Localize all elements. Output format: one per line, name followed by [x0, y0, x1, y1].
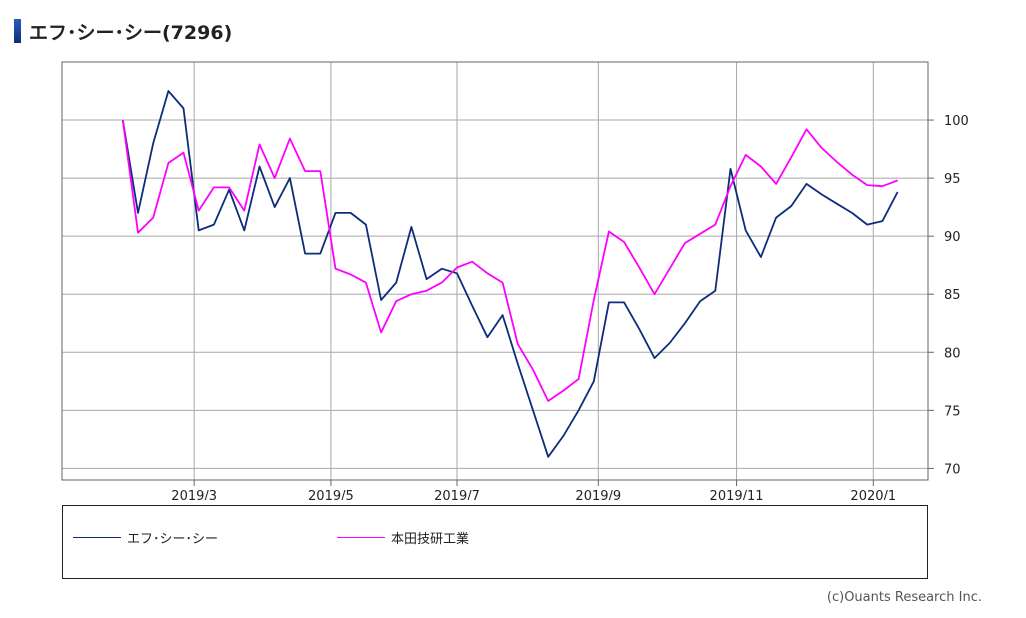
chart-header: エフ･シー･シー(7296)	[14, 18, 232, 44]
y-tick-label: 80	[944, 346, 961, 361]
chart-grid	[62, 62, 928, 480]
x-tick-label: 2019/11	[710, 489, 764, 500]
chart-plot: 70 75 80 85 90 95 100 2019/3 2019/5 2019/7 2019/9…	[61, 61, 969, 500]
title-marker	[14, 19, 21, 43]
legend-swatch-series-1	[337, 537, 385, 538]
x-tick-label: 2019/7	[434, 489, 480, 500]
copyright-credit: (c)Ouants Research Inc.	[826, 590, 982, 605]
x-axis: 2019/3 2019/5 2019/7 2019/9 2019/11 2020/1	[171, 480, 896, 500]
x-tick-label: 2019/3	[171, 489, 217, 500]
y-tick-label: 85	[944, 288, 961, 303]
y-tick-label: 70	[944, 462, 961, 477]
legend-label-series-0: エフ･シー･シー	[127, 532, 219, 547]
legend-item-series-0: エフ･シー･シー	[73, 528, 218, 547]
plot-area	[61, 61, 929, 481]
legend-label-series-1: 本田技研工業	[391, 532, 470, 547]
y-tick-label: 95	[944, 172, 961, 187]
x-tick-label: 2019/9	[575, 489, 621, 500]
series-line-1	[121, 119, 898, 402]
y-axis: 70 75 80 85 90 95 100	[928, 114, 969, 477]
y-tick-label: 90	[944, 230, 961, 245]
y-tick-label: 75	[944, 404, 961, 419]
x-tick-label: 2019/5	[308, 489, 354, 500]
x-tick-label: 2020/1	[850, 489, 896, 500]
y-tick-label: 100	[944, 114, 969, 129]
legend: エフ･シー･シー 本田技研工業	[62, 505, 928, 579]
chart-lines	[121, 90, 899, 458]
legend-item-series-1: 本田技研工業	[337, 528, 469, 547]
series-line-0	[121, 90, 899, 458]
legend-swatch-series-0	[73, 537, 121, 538]
page-title: エフ･シー･シー(7296)	[29, 21, 233, 44]
